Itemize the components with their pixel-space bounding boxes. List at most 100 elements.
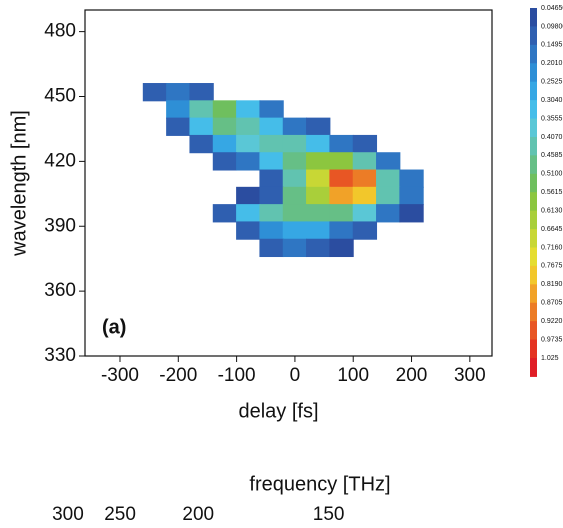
colorbar-swatch [530,155,537,175]
colorbar-label: 0.6645 [541,226,563,233]
colorbar-label: 0.3040 [541,97,563,104]
heat-cell [329,152,354,171]
heat-cell [166,100,191,119]
heat-cell [282,238,308,258]
tick-label: 200 [182,504,214,525]
colorbar-swatch [530,100,537,120]
heat-cell [236,117,261,136]
heat-cell [399,169,424,188]
colorbar-label: 0.6130 [541,207,563,214]
y-tick-label: 420 [44,150,76,171]
colorbar-label: 0.8190 [541,281,563,288]
heat-cell [282,134,308,154]
heat-cell [329,186,354,206]
heat-cell [399,186,424,206]
heat-cell [376,152,401,171]
y-tick-label: 450 [44,86,76,107]
heat-cell [236,221,261,240]
heat-cell [259,169,284,188]
heat-cell [376,169,401,188]
colorbar-swatch [530,229,537,248]
heat-cell [352,134,378,154]
heat-cell [236,204,261,223]
heat-cell [259,204,284,223]
heat-cell [259,100,284,119]
heat-cell [259,117,284,136]
y-tick-label: 330 [44,345,76,366]
heat-cell [306,186,331,206]
x-tick-label: 0 [290,365,301,386]
x-tick-label: -200 [159,365,197,386]
colorbar-swatch [530,302,537,322]
colorbar-swatch [530,44,537,64]
colorbar-swatch [530,339,537,359]
heat-cell [376,186,401,206]
heat-cell [212,117,238,136]
heat-cell [306,169,331,188]
heat-cell [236,100,261,119]
x-tick-label: -300 [101,365,139,386]
heat-cell [352,169,378,188]
heat-cell [306,117,331,136]
plot-frame [84,9,493,357]
heat-cell [306,238,331,258]
heat-cell [282,169,308,188]
colorbar-label: 0.1495 [541,42,563,49]
colorbar-label: 0.7160 [541,244,563,251]
colorbar-swatch [530,358,537,377]
colorbar-label: 0.8705 [541,300,563,307]
colorbar-label: 0.9735 [541,336,563,343]
colorbar-label: 0.7675 [541,263,563,270]
heat-cell [376,204,401,223]
heat-cell [352,221,378,240]
x-tick-label: 200 [396,365,428,386]
heat-cell [212,152,238,171]
heat-cell [259,221,284,240]
heat-cell [329,238,354,258]
colorbar-swatch [530,321,537,341]
colorbar-swatch [530,192,537,212]
heat-cell [282,152,308,171]
heat-cell [189,83,214,102]
y-tick-label: 360 [44,280,76,301]
x-tick-label: -100 [218,365,256,386]
colorbar-swatch [530,63,537,83]
heat-cell [352,204,378,223]
heat-cell [306,152,331,171]
heat-cell [236,186,261,206]
heat-cell [259,134,284,154]
heat-cell [142,83,168,102]
colorbar-swatch [530,284,537,304]
colorbar-swatch [530,136,537,156]
heat-cell [212,204,238,223]
colorbar-swatch [530,173,537,193]
cells [142,83,424,258]
heat-cell [189,117,214,136]
axis-label: frequency [THz] [249,473,390,495]
colorbar-label: 0.5615 [541,189,563,196]
heat-cell [189,134,214,154]
heat-cell [306,204,331,223]
heat-cell [189,100,214,119]
heat-cell [212,134,238,154]
heat-cell [212,100,238,119]
colorbar-swatch [530,247,537,267]
heat-cell [282,204,308,223]
colorbar-label: 1.025 [541,355,559,362]
tick-label: 150 [313,504,345,525]
tick-label: 300 [52,504,84,525]
heat-cell [259,186,284,206]
y-tick-label: 390 [44,215,76,236]
colorbar-swatch [530,265,537,285]
colorbar-label: 0.2525 [541,79,563,86]
heat-cell [329,221,354,240]
colorbar-swatch [530,81,537,101]
heat-cell [166,83,191,102]
colorbar-swatch [530,118,537,138]
heat-cell [259,152,284,171]
heat-cell [282,117,308,136]
colorbar-label: 0.4585 [541,152,563,159]
heat-cell [282,186,308,206]
